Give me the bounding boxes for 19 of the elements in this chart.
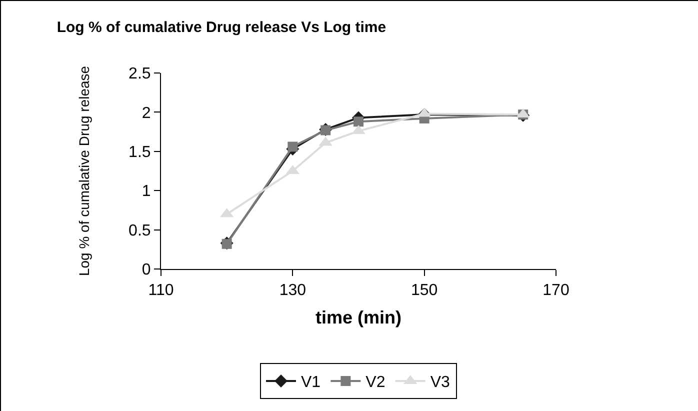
legend-label: V2 (366, 374, 386, 392)
y-tick-label: 1 (142, 183, 151, 200)
legend-label: V3 (430, 374, 450, 392)
chart-title: Log % of cumalative Drug release Vs Log time (56, 19, 386, 36)
x-tick-label: 110 (148, 282, 174, 300)
y-tick-label: 0.5 (128, 222, 151, 240)
y-axis-title: Log % of cumalative Drug release (76, 66, 92, 276)
y-tick-label: 1.5 (128, 144, 151, 161)
point (320, 125, 331, 136)
x-axis-title: time (min) (315, 307, 402, 328)
y-tick-label: 2.5 (128, 66, 151, 83)
x-tick-label: 170 (542, 282, 570, 300)
y-tick-label: 2 (142, 104, 151, 122)
y-tick-label: 0 (142, 262, 151, 279)
x-tick-label: 150 (410, 282, 438, 300)
x-tick-label: 130 (279, 282, 306, 300)
point (288, 142, 298, 152)
legend-label: V1 (301, 374, 321, 392)
point (354, 116, 364, 127)
